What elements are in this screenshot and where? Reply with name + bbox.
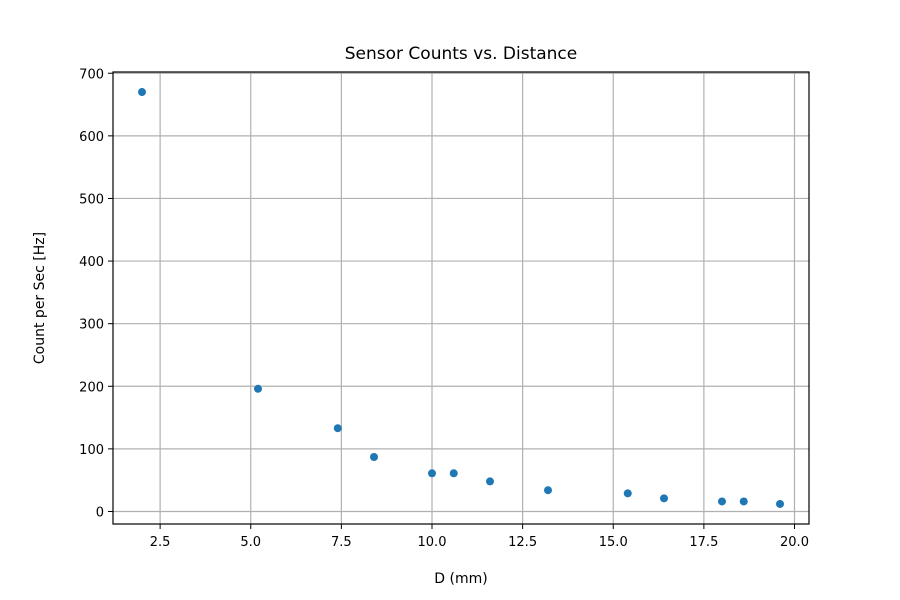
x-tick-label: 5.0 xyxy=(240,535,261,550)
x-axis-label: D (mm) xyxy=(434,571,487,587)
data-points xyxy=(138,88,784,508)
grid-lines xyxy=(113,72,809,524)
data-point xyxy=(718,497,726,506)
data-point xyxy=(660,494,668,503)
data-point xyxy=(449,469,458,478)
data-point xyxy=(623,489,632,498)
chart-title: Sensor Counts vs. Distance xyxy=(345,44,577,64)
y-axis: 0 100 200 300 400 500 600 700 xyxy=(79,67,113,520)
y-tick-label: 300 xyxy=(79,318,104,333)
x-tick-label: 2.5 xyxy=(150,535,171,550)
y-tick-label: 0 xyxy=(96,505,104,520)
x-tick-label: 12.5 xyxy=(508,535,537,550)
data-point xyxy=(138,88,146,97)
plot-frame xyxy=(112,71,810,525)
x-tick-label: 17.5 xyxy=(689,535,718,550)
y-tick-label: 700 xyxy=(79,67,104,82)
y-axis-label: Count per Sec [Hz] xyxy=(32,232,48,364)
x-tick-label: 20.0 xyxy=(780,535,809,550)
data-point xyxy=(254,384,262,393)
y-tick-label: 400 xyxy=(79,255,104,270)
y-tick-label: 200 xyxy=(79,380,104,395)
y-tick-label: 600 xyxy=(79,130,104,145)
x-tick-label: 15.0 xyxy=(599,535,628,550)
y-tick-label: 100 xyxy=(79,443,104,458)
data-point xyxy=(428,469,436,478)
data-point xyxy=(776,499,784,508)
data-point xyxy=(370,453,378,462)
x-tick-label: 7.5 xyxy=(331,535,352,550)
y-tick-label: 500 xyxy=(79,192,104,207)
x-tick-label: 10.0 xyxy=(418,535,447,550)
x-axis: 2.5 5.0 7.5 10.0 12.5 15.0 17.5 20.0 xyxy=(150,524,809,550)
data-point xyxy=(739,497,748,506)
data-point xyxy=(486,477,494,486)
data-point xyxy=(544,486,552,495)
data-point xyxy=(333,424,342,433)
